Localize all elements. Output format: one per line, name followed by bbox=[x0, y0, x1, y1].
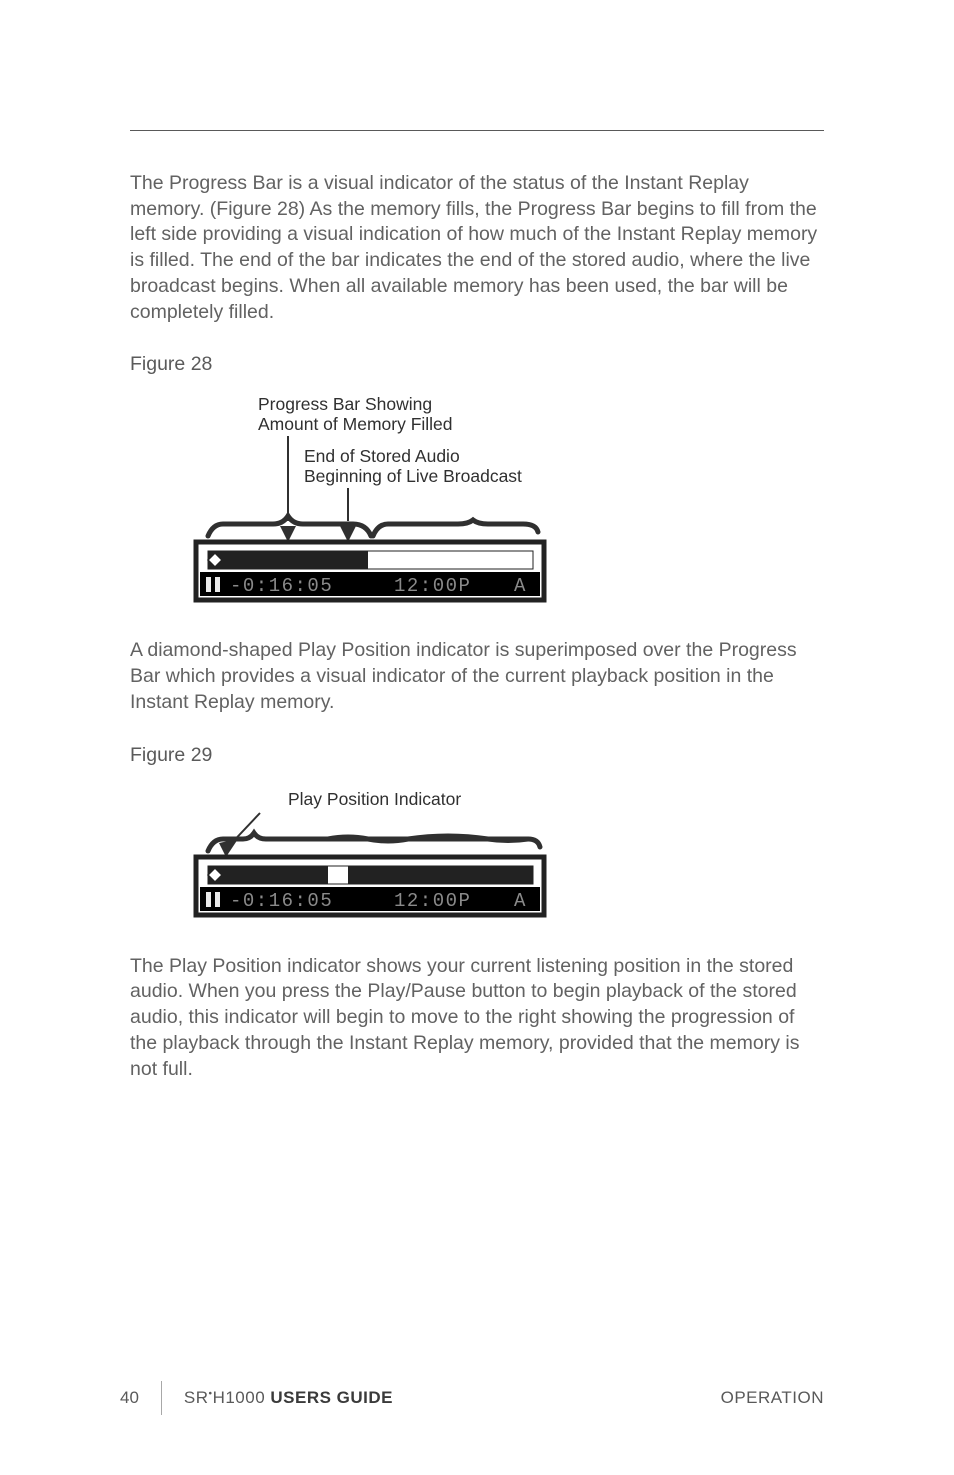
fig28-caption2-line2: Beginning of Live Broadcast bbox=[304, 466, 522, 486]
progress-fill bbox=[208, 551, 368, 569]
footer-divider bbox=[161, 1381, 162, 1415]
pause-icon-bar1 bbox=[206, 577, 211, 592]
pause-icon-29-bar2 bbox=[215, 892, 220, 907]
page-footer: 40 SR•H1000 USERS GUIDE OPERATION bbox=[120, 1381, 824, 1415]
paragraph-1: The Progress Bar is a visual indicator o… bbox=[130, 171, 824, 325]
footer-model-a: SR bbox=[184, 1388, 209, 1407]
paragraph-2: A diamond-shaped Play Position indicator… bbox=[130, 638, 824, 715]
figure-29-svg: Play Position Indicator -0:16:05 12:00P … bbox=[188, 787, 568, 922]
brace-right bbox=[373, 520, 538, 536]
arrow-head-3 bbox=[219, 839, 238, 857]
figure-29: Play Position Indicator -0:16:05 12:00P … bbox=[188, 787, 824, 922]
pause-icon-29-bar1 bbox=[206, 892, 211, 907]
figure-28-label: Figure 28 bbox=[130, 353, 824, 376]
fig28-caption1-line2: Amount of Memory Filled bbox=[258, 414, 453, 434]
paragraph-3: The Play Position indicator shows your c… bbox=[130, 954, 824, 1083]
time-clock: 12:00P bbox=[394, 575, 471, 597]
figure-29-label: Figure 29 bbox=[130, 744, 824, 767]
figure-28: Progress Bar Showing Amount of Memory Fi… bbox=[188, 396, 824, 606]
time-clock-29: 12:00P bbox=[394, 890, 471, 912]
progress-fill-29b bbox=[348, 866, 533, 884]
footer-guide: USERS GUIDE bbox=[270, 1388, 393, 1407]
fig28-caption1-line1: Progress Bar Showing bbox=[258, 396, 432, 414]
footer-section: OPERATION bbox=[721, 1388, 824, 1408]
progress-fill-29a bbox=[208, 866, 328, 884]
ampm-letter-29: A bbox=[514, 890, 526, 912]
footer-title: SR•H1000 USERS GUIDE bbox=[184, 1388, 721, 1408]
pause-icon-bar2 bbox=[215, 577, 220, 592]
figure-28-svg: Progress Bar Showing Amount of Memory Fi… bbox=[188, 396, 568, 606]
page-number: 40 bbox=[120, 1388, 139, 1408]
time-elapsed-29: -0:16:05 bbox=[230, 890, 333, 912]
time-elapsed: -0:16:05 bbox=[230, 575, 333, 597]
horizontal-rule bbox=[130, 130, 824, 131]
footer-model-b: H1000 bbox=[213, 1388, 271, 1407]
fig29-caption: Play Position Indicator bbox=[288, 789, 461, 809]
fig28-caption2-line1: End of Stored Audio bbox=[304, 446, 460, 466]
ampm-letter: A bbox=[514, 575, 526, 597]
